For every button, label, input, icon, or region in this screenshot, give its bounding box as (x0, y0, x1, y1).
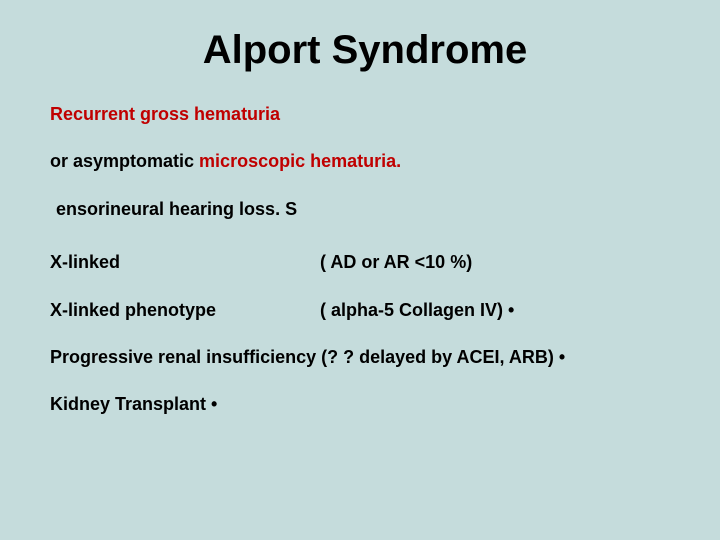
text-red: microscopic hematuria. (199, 151, 401, 171)
value-adar: ( AD or AR <10 %) (320, 251, 680, 274)
line-hearing-loss: ensorineural hearing loss. S (50, 198, 680, 221)
slide-title: Alport Syndrome (50, 28, 680, 73)
label-phenotype: X-linked phenotype (50, 299, 320, 322)
text-prefix: or asymptomatic (50, 151, 199, 171)
line-kidney-transplant: Kidney Transplant (50, 393, 680, 416)
value-collagen: ( alpha-5 Collagen IV) (320, 299, 680, 322)
line-renal-insufficiency: Progressive renal insufficiency (? ? del… (50, 346, 680, 369)
line-hematuria-gross: Recurrent gross hematuria (50, 103, 680, 126)
label-xlinked: X-linked (50, 251, 320, 274)
text: ensorineural hearing loss. S (56, 199, 297, 219)
text-red: Recurrent gross hematuria (50, 104, 280, 124)
row-xlinked: X-linked ( AD or AR <10 %) (50, 251, 680, 274)
slide: Alport Syndrome Recurrent gross hematuri… (0, 0, 720, 540)
row-phenotype: X-linked phenotype ( alpha-5 Collagen IV… (50, 299, 680, 322)
line-hematuria-microscopic: or asymptomatic microscopic hematuria. (50, 150, 680, 173)
